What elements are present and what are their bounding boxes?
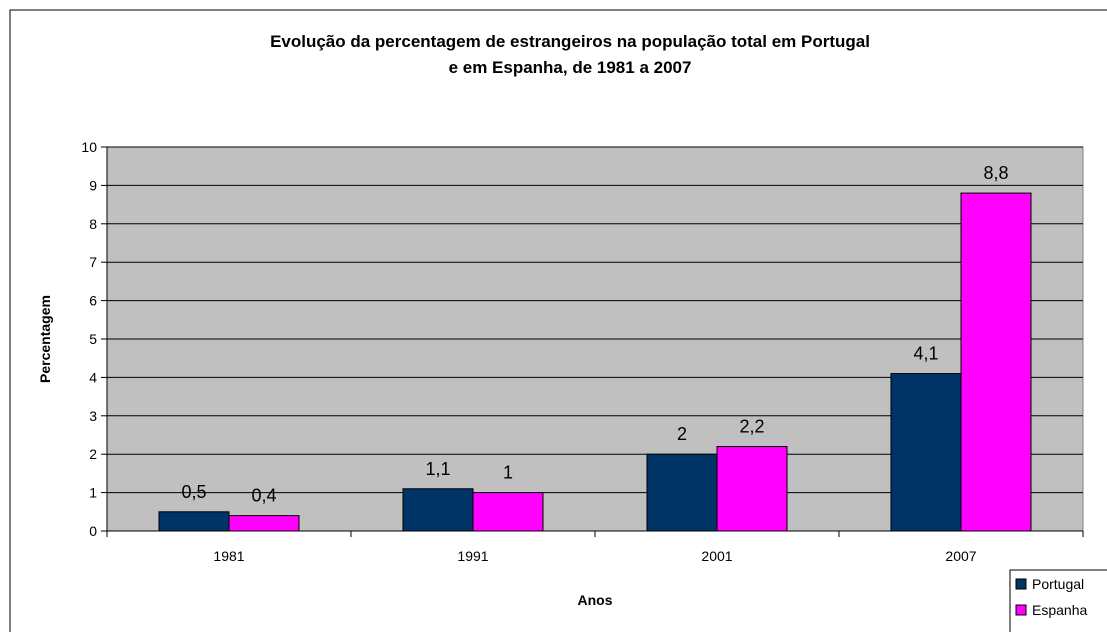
bar xyxy=(716,446,788,532)
chart-title: e em Espanha, de 1981 a 2007 xyxy=(449,58,692,77)
y-tick-label: 9 xyxy=(89,177,97,193)
data-label: 8,8 xyxy=(983,163,1008,183)
y-tick-label: 7 xyxy=(89,254,97,270)
data-label: 0,4 xyxy=(251,486,276,506)
legend-swatch xyxy=(1015,604,1027,616)
legend-label: Espanha xyxy=(1032,602,1087,618)
bar xyxy=(960,192,1032,532)
data-label: 2 xyxy=(677,424,687,444)
x-tick-label: 1981 xyxy=(213,548,244,564)
y-axis-label: Percentagem xyxy=(37,295,53,383)
y-tick-label: 8 xyxy=(89,216,97,232)
data-label: 1,1 xyxy=(425,459,450,479)
chart-title: Evolução da percentagem de estrangeiros … xyxy=(270,32,870,51)
y-tick-label: 5 xyxy=(89,331,97,347)
data-label: 1 xyxy=(503,463,513,483)
y-tick-label: 1 xyxy=(89,485,97,501)
y-tick-label: 2 xyxy=(89,446,97,462)
x-axis-label: Anos xyxy=(578,592,613,608)
y-tick-label: 3 xyxy=(89,408,97,424)
x-tick-label: 1991 xyxy=(457,548,488,564)
bar xyxy=(646,453,718,532)
bar xyxy=(228,515,300,532)
bar xyxy=(890,373,962,532)
y-tick-label: 6 xyxy=(89,293,97,309)
bar xyxy=(158,511,230,532)
data-label: 4,1 xyxy=(913,344,938,364)
y-tick-label: 4 xyxy=(89,369,97,385)
data-label: 2,2 xyxy=(739,417,764,437)
bar xyxy=(472,492,544,532)
legend-label: Portugal xyxy=(1032,576,1084,592)
legend-swatch xyxy=(1015,578,1027,590)
x-tick-label: 2007 xyxy=(945,548,976,564)
x-tick-label: 2001 xyxy=(701,548,732,564)
y-tick-label: 0 xyxy=(89,523,97,539)
bar xyxy=(402,488,474,532)
y-tick-label: 10 xyxy=(81,139,97,155)
data-label: 0,5 xyxy=(181,482,206,502)
